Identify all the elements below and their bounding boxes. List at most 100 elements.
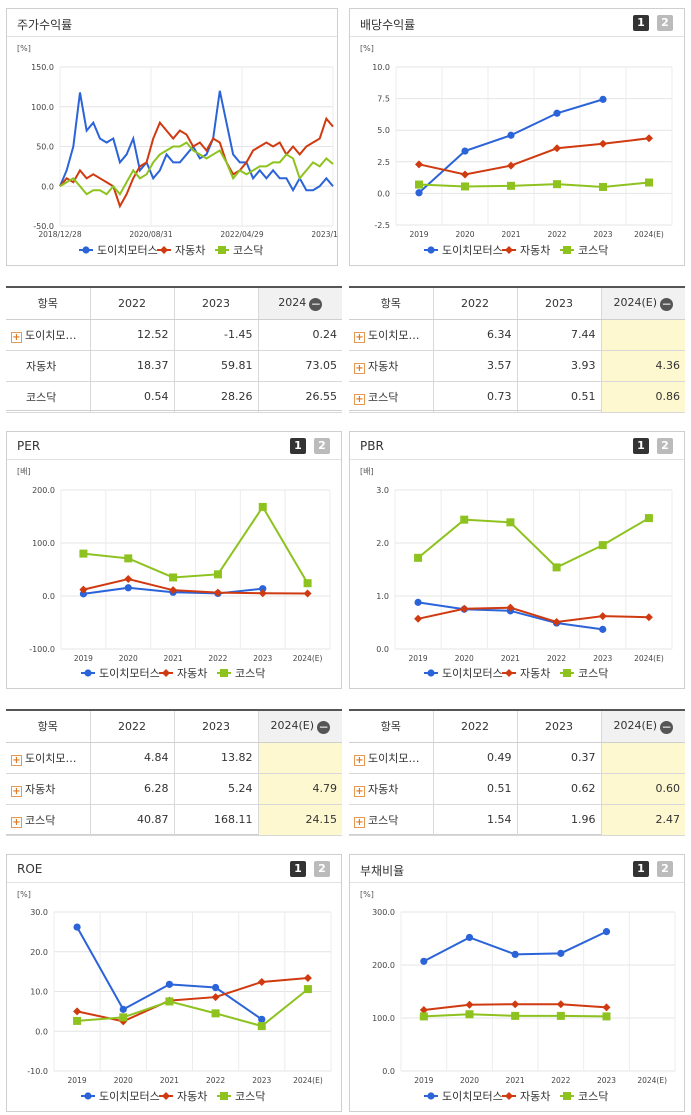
table-cell: 0.60: [601, 773, 685, 805]
row-name: 도이치모…: [25, 751, 77, 765]
page-1-button[interactable]: 1: [290, 438, 306, 454]
data-point: [553, 180, 561, 189]
row-name-cell[interactable]: + 자동차: [349, 773, 434, 805]
row-name: 코스닥: [368, 390, 399, 404]
collapse-icon[interactable]: −: [309, 296, 323, 311]
row-name: 도이치모…: [368, 328, 420, 342]
data-point: [414, 614, 423, 623]
data-point: [598, 541, 607, 550]
page-2-button[interactable]: 2: [657, 15, 673, 31]
table-cell: [601, 742, 685, 774]
data-point: [165, 997, 174, 1006]
x-tick-label: 2021: [501, 654, 520, 663]
table-row: + 자동차 3.57 3.93 4.36: [349, 350, 685, 382]
row-name: 자동차: [368, 359, 399, 373]
data-point: [303, 589, 312, 598]
row-name-cell[interactable]: + 자동차: [349, 350, 434, 382]
expand-icon[interactable]: +: [354, 331, 365, 343]
expand-icon[interactable]: +: [11, 816, 22, 828]
x-tick-label: 2024(E): [293, 1076, 323, 1085]
pbr-table-wrap: 항목 2022 2023 2024(E) − + 도이치모… 0.49 0.37 + 자동차 0.51…: [349, 709, 685, 836]
header-label: 2024(E): [613, 718, 658, 732]
pbr-panel: PBR 1 2 [배] 3.0 2.0 1.0 0.0 2019 2020 2021 2022 2…: [349, 431, 685, 689]
page-2-button[interactable]: 2: [657, 438, 673, 454]
table-row: + 도이치모… 0.49 0.37: [349, 742, 685, 774]
data-point: [553, 144, 561, 153]
table-cell: 40.87: [90, 804, 175, 836]
data-point: [563, 246, 571, 254]
collapse-icon[interactable]: −: [660, 719, 674, 734]
legend-label: 자동차: [177, 667, 207, 680]
x-tick-label: 2019: [414, 1076, 433, 1085]
data-point: [506, 603, 515, 612]
table-cell: 0.37: [517, 742, 602, 774]
row-name-cell[interactable]: 코스닥: [6, 381, 91, 413]
legend-label: 도이치모터스: [442, 667, 503, 680]
per-table-wrap: 항목 2022 2023 2024(E) − + 도이치모… 4.84 13.82 + 자동차 6.2…: [6, 709, 342, 836]
collapse-icon[interactable]: −: [660, 296, 674, 311]
row-name-cell[interactable]: + 코스닥: [349, 381, 434, 413]
legend-label: 코스닥: [578, 1090, 608, 1103]
row-name-cell[interactable]: + 코스닥: [6, 804, 91, 836]
data-point: [79, 590, 88, 598]
return-table: 항목 2022 2023 2024− + 도이치모… 12.52 -1.45 0.24 자동차 18…: [6, 288, 342, 413]
expand-icon[interactable]: +: [11, 754, 22, 766]
collapse-icon[interactable]: −: [317, 719, 331, 734]
x-tick-label: 2022: [208, 654, 227, 663]
page-2-button[interactable]: 2: [657, 861, 673, 877]
expand-icon[interactable]: +: [354, 393, 365, 405]
series-line-kosdaq: [417, 517, 650, 569]
page-1-button[interactable]: 1: [633, 15, 649, 31]
legend-label: 자동차: [520, 667, 550, 680]
page-1-button[interactable]: 1: [633, 861, 649, 877]
page-2-button[interactable]: 2: [314, 861, 330, 877]
expand-icon[interactable]: +: [354, 816, 365, 828]
row-name-cell[interactable]: + 도이치모…: [349, 742, 434, 774]
table-cell: 6.28: [90, 773, 175, 805]
page-1-button[interactable]: 1: [290, 861, 306, 877]
table-row: + 코스닥 1.54 1.96 2.47: [349, 804, 685, 836]
expand-icon[interactable]: +: [354, 362, 365, 374]
legend-label: 코스닥: [578, 244, 608, 257]
expand-icon[interactable]: +: [11, 785, 22, 797]
row-name-cell[interactable]: + 자동차: [6, 773, 91, 805]
unit-label: [배]: [17, 467, 31, 476]
row-name-cell[interactable]: + 코스닥: [349, 804, 434, 836]
row-name-cell[interactable]: + 도이치모…: [6, 742, 91, 774]
x-tick-label: 2019: [409, 654, 428, 663]
y-tick-label: 10.0: [30, 988, 48, 997]
panel-header: ROE 1 2: [7, 855, 341, 883]
table-header: 항목: [6, 288, 91, 320]
data-point: [303, 985, 312, 994]
table-cell: 168.11: [174, 804, 259, 836]
panel-header: 주가수익률: [7, 9, 337, 37]
y-tick-label: 100.0: [31, 103, 54, 112]
series-line-auto: [76, 976, 309, 1023]
expand-icon[interactable]: +: [354, 754, 365, 766]
data-point: [73, 1007, 82, 1016]
legend-label: 자동차: [177, 1090, 207, 1103]
series-line-company: [76, 926, 263, 1021]
table-cell: 2.47: [601, 804, 685, 836]
data-point: [598, 612, 607, 621]
data-point: [257, 1022, 266, 1031]
page-2-button[interactable]: 2: [314, 438, 330, 454]
data-point: [169, 573, 178, 582]
legend-label: 도이치모터스: [99, 1090, 160, 1103]
row-name-cell[interactable]: 자동차: [6, 350, 91, 382]
table-cell: 0.54: [90, 381, 175, 413]
panel-header: PBR 1 2: [350, 432, 684, 460]
panel-header: PER 1 2: [7, 432, 341, 460]
data-point: [415, 160, 423, 169]
data-point: [162, 1092, 170, 1100]
row-name-cell[interactable]: + 도이치모…: [349, 319, 434, 351]
data-point: [460, 515, 469, 524]
page-1-button[interactable]: 1: [633, 438, 649, 454]
expand-icon[interactable]: +: [11, 331, 22, 343]
table-cell: 3.57: [433, 350, 518, 382]
row-name: 도이치모…: [25, 328, 77, 342]
legend-label: 도이치모터스: [442, 244, 503, 257]
row-name-cell[interactable]: + 도이치모…: [6, 319, 91, 351]
expand-icon[interactable]: +: [354, 785, 365, 797]
